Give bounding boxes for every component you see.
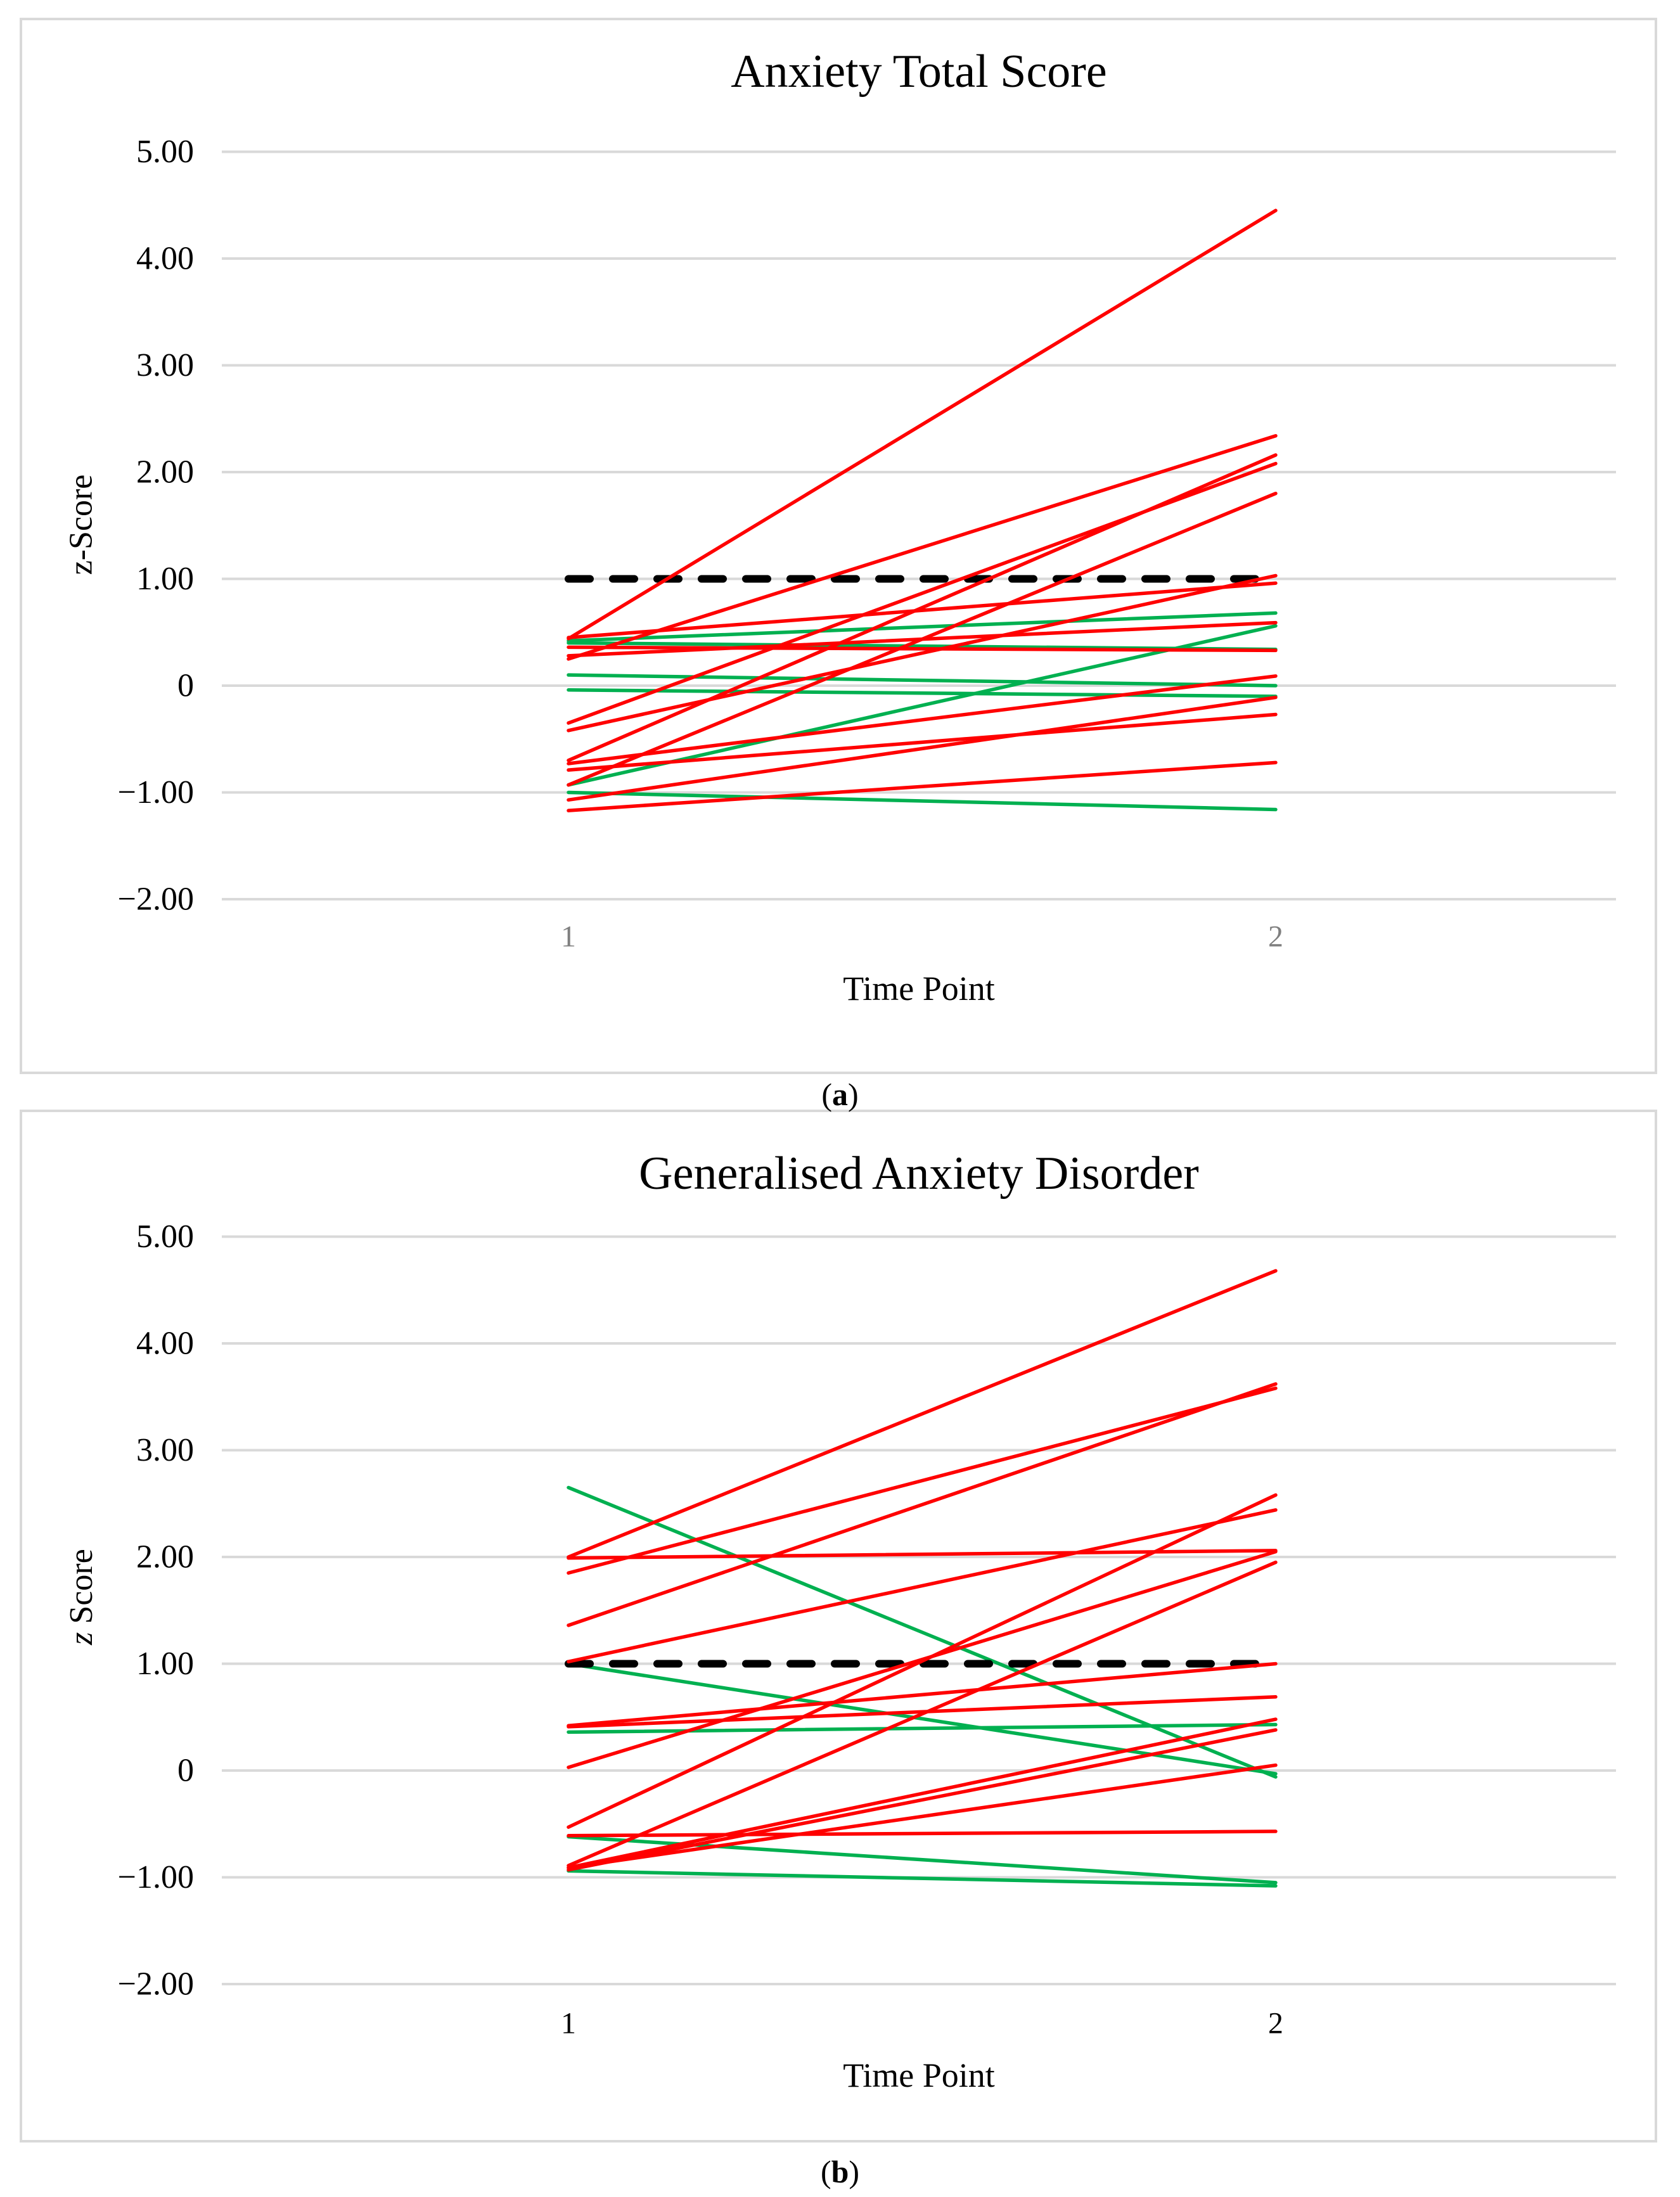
caption-paren: ) <box>848 1077 859 1112</box>
caption-b: (b) <box>0 2153 1680 2191</box>
x-tick-label: 2 <box>1268 2007 1283 2040</box>
frame-border <box>20 18 1657 1074</box>
x-axis-label: Time Point <box>843 2056 995 2094</box>
data-line-green-lines <box>567 611 1278 643</box>
data-line-red-lines <box>567 1662 1278 1727</box>
y-tick-label: 3.00 <box>136 1432 194 1468</box>
data-line-green-lines <box>567 624 1278 787</box>
data-line-red-lines <box>567 1560 1278 1867</box>
data-line-red-lines <box>567 1694 1278 1729</box>
data-line-red-lines <box>567 712 1278 772</box>
data-line-red-lines <box>567 433 1278 661</box>
data-line-red-lines <box>567 1717 1278 1870</box>
data-line-green-lines <box>567 673 1278 688</box>
frame-border <box>20 1110 1657 2143</box>
data-line-red-lines <box>567 695 1278 802</box>
y-axis-label: z-Score <box>63 475 99 575</box>
data-line-red-lines <box>567 491 1278 787</box>
data-line-red-lines <box>567 760 1278 812</box>
y-tick-label: 4.00 <box>136 241 194 277</box>
data-line-red-lines <box>567 581 1278 639</box>
chart-title: Generalised Anxiety Disorder <box>639 1148 1199 1200</box>
data-line-green-lines <box>567 1485 1278 1779</box>
data-line-red-lines <box>567 453 1278 762</box>
caption-paren: ( <box>820 2154 831 2189</box>
y-tick-label: 5.00 <box>136 1219 194 1255</box>
y-tick-label: 2.00 <box>136 1539 194 1575</box>
y-tick-label: 3.00 <box>136 347 194 383</box>
y-axis-label: z Score <box>63 1549 99 1646</box>
data-line-red-lines <box>567 1269 1278 1559</box>
y-tick-label: −2.00 <box>118 1966 194 2002</box>
x-tick-label: 1 <box>561 920 576 954</box>
data-line-red-lines <box>567 208 1278 641</box>
data-line-red-lines <box>567 1829 1278 1838</box>
chart-a: 5.00 4.00 3.00 2.00 1.00 0 −1.00 −2.00 1 2 Anxiety… <box>20 18 1657 1074</box>
x-tick-label: 2 <box>1268 920 1283 954</box>
data-line-green-lines <box>567 1722 1278 1734</box>
y-tick-label: 2.00 <box>136 454 194 490</box>
chart-title: Anxiety Total Score <box>731 46 1107 98</box>
data-line-green-lines <box>567 790 1278 812</box>
y-tick-label: 0 <box>177 668 194 704</box>
caption-letter: b <box>831 2154 849 2189</box>
data-line-green-lines <box>567 1662 1278 1776</box>
data-line-red-lines <box>567 1763 1278 1870</box>
y-tick-label: −1.00 <box>118 774 194 810</box>
data-line-green-lines <box>567 1869 1278 1888</box>
caption-paren: ) <box>849 2154 860 2189</box>
y-tick-label: −1.00 <box>118 1859 194 1895</box>
chart-b: 5.00 4.00 3.00 2.00 1.00 0 −1.00 −2.00 1 2 General… <box>20 1110 1657 2143</box>
caption-letter: a <box>832 1077 848 1112</box>
x-axis-label: Time Point <box>843 970 995 1008</box>
y-tick-label: 5.00 <box>136 134 194 170</box>
caption-paren: ( <box>821 1077 832 1112</box>
y-tick-label: −2.00 <box>118 881 194 918</box>
data-line-red-lines <box>567 674 1278 765</box>
y-tick-label: 0 <box>177 1753 194 1789</box>
data-line-red-lines <box>567 573 1278 733</box>
caption-a: (a) <box>0 1075 1680 1113</box>
data-line-red-lines <box>567 1508 1278 1663</box>
data-line-green-lines <box>567 1835 1278 1885</box>
data-line-red-lines <box>567 1387 1278 1575</box>
data-line-red-lines <box>567 1382 1278 1627</box>
y-tick-label: 4.00 <box>136 1326 194 1362</box>
y-tick-label: 1.00 <box>136 1646 194 1682</box>
y-tick-label: 1.00 <box>136 561 194 597</box>
data-line-green-lines <box>567 688 1278 698</box>
x-tick-label: 1 <box>561 2007 576 2040</box>
data-line-red-lines <box>567 1728 1278 1872</box>
data-line-red-lines <box>567 645 1278 653</box>
data-line-red-lines <box>567 1493 1278 1829</box>
